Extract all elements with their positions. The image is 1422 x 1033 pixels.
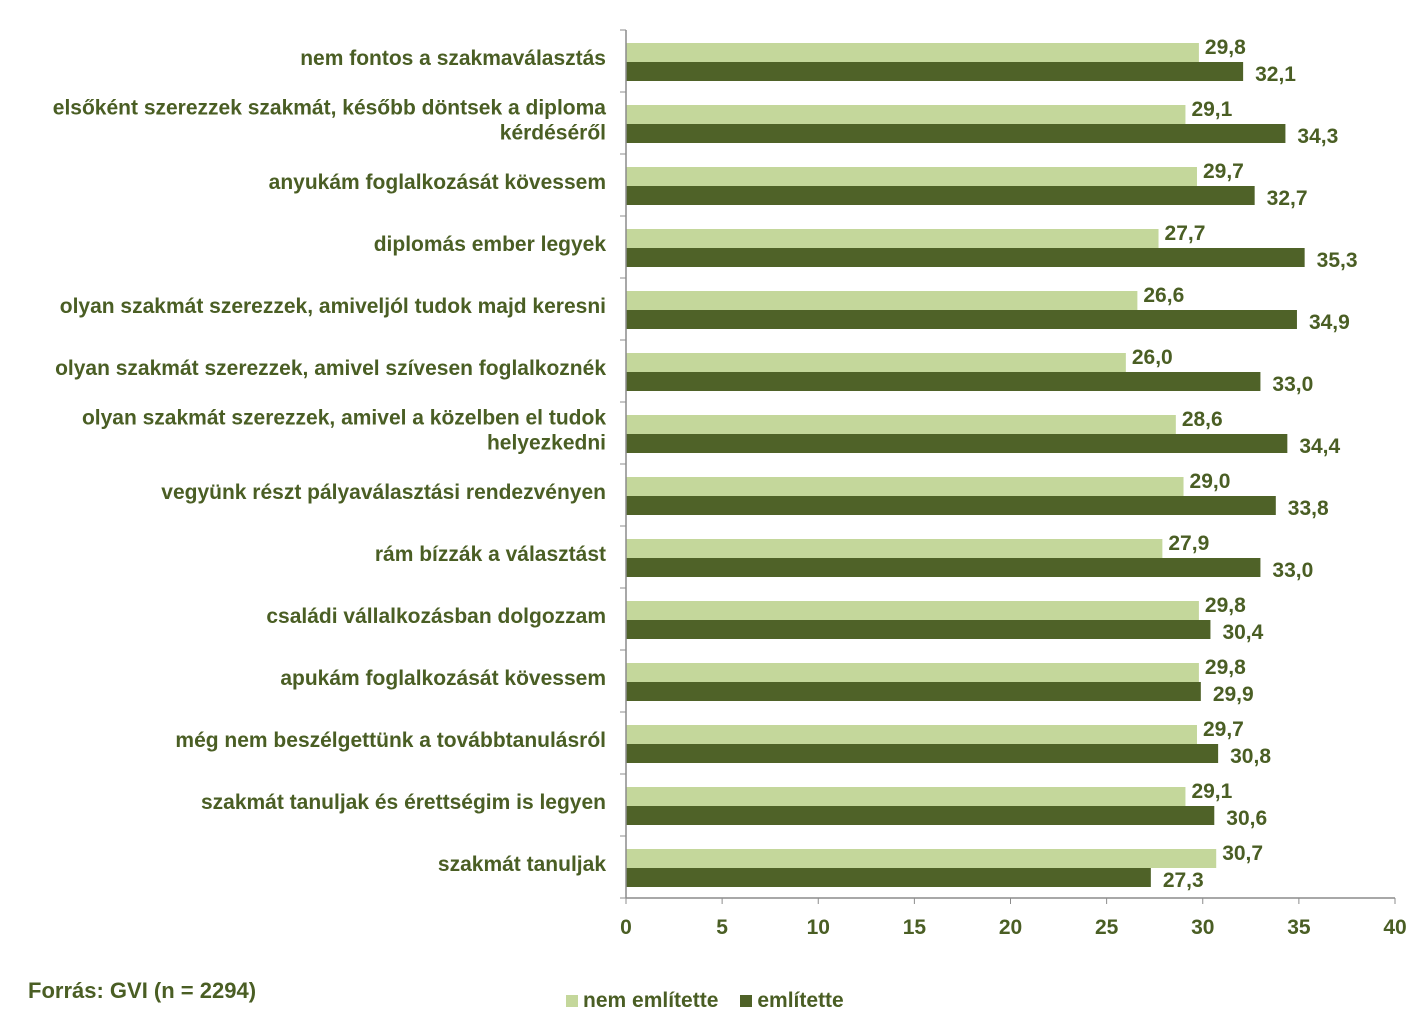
data-label: 29,9 (1213, 683, 1254, 706)
bar-nem-emlitette (626, 167, 1197, 186)
x-tick-label: 15 (903, 916, 927, 939)
x-tick-label: 30 (1191, 916, 1214, 939)
legend-item-emlitette: említette (740, 989, 844, 1013)
bar-nem-emlitette (626, 539, 1163, 558)
data-label: 30,7 (1222, 842, 1263, 865)
bar-nem-emlitette (626, 787, 1186, 806)
category-label: anyukám foglalkozását kövessem (269, 171, 606, 194)
data-label: 29,7 (1203, 160, 1244, 183)
bar-emlitette (626, 186, 1255, 205)
bar-nem-emlitette (626, 353, 1126, 372)
legend-swatch-emlitette (740, 995, 753, 1007)
data-label: 30,4 (1222, 621, 1263, 644)
category-label: olyan szakmát szerezzek, amivel a közelb… (82, 407, 606, 430)
legend-swatch-nem-emlitette (566, 995, 578, 1007)
data-label: 28,6 (1182, 408, 1223, 431)
category-label: kérdéséről (500, 122, 606, 145)
data-label: 32,7 (1267, 187, 1308, 210)
category-label: olyan szakmát szerezzek, amiveljól tudok… (60, 295, 606, 318)
data-label: 29,8 (1205, 36, 1246, 59)
bar-emlitette (626, 310, 1297, 329)
category-label: elsőként szerezzek szakmát, később dönts… (53, 97, 607, 120)
data-label: 35,3 (1317, 249, 1358, 272)
bar-nem-emlitette (626, 415, 1176, 434)
data-label: 29,7 (1203, 718, 1244, 741)
data-label: 29,1 (1191, 780, 1232, 803)
bar-nem-emlitette (626, 291, 1138, 310)
category-label: szakmát tanuljak és érettségim is legyen (201, 791, 606, 814)
bar-emlitette (626, 496, 1276, 515)
x-tick-label: 40 (1383, 916, 1406, 939)
category-label: vegyünk részt pályaválasztási rendezvény… (161, 481, 606, 504)
bar-emlitette (626, 124, 1286, 143)
x-tick-label: 20 (999, 916, 1022, 939)
data-label: 34,3 (1297, 125, 1338, 148)
category-label: szakmát tanuljak (438, 853, 606, 876)
category-label: rám bízzák a választást (375, 543, 606, 566)
data-label: 33,0 (1272, 373, 1313, 396)
bar-emlitette (626, 806, 1215, 825)
data-label: 29,8 (1205, 594, 1246, 617)
legend-item-nem-emlitette: nem említette (566, 989, 718, 1013)
data-label: 34,9 (1309, 311, 1350, 334)
data-label: 33,8 (1288, 497, 1329, 520)
data-label: 27,7 (1165, 222, 1206, 245)
category-label: apukám foglalkozását kövessem (280, 667, 606, 690)
category-label: még nem beszélgettünk a továbbtanulásról (175, 729, 606, 752)
bar-emlitette (626, 620, 1211, 639)
bar-emlitette (626, 62, 1244, 81)
bar-nem-emlitette (626, 849, 1217, 868)
source-note: Forrás: GVI (n = 2294) (28, 978, 257, 1003)
bar-nem-emlitette (626, 43, 1199, 62)
category-label: nem fontos a szakmaválasztás (300, 47, 606, 70)
data-label: 34,4 (1299, 435, 1340, 458)
legend: nem említette említette (566, 989, 866, 1013)
x-tick-label: 35 (1287, 916, 1311, 939)
data-label: 30,6 (1226, 807, 1267, 830)
bar-emlitette (626, 682, 1201, 701)
data-label: 30,8 (1230, 745, 1271, 768)
x-tick-label: 25 (1095, 916, 1119, 939)
data-label: 29,0 (1190, 470, 1231, 493)
data-label: 27,9 (1168, 532, 1209, 555)
x-tick-label: 5 (716, 916, 728, 939)
data-label: 26,6 (1143, 284, 1184, 307)
data-label: 29,8 (1205, 656, 1246, 679)
bar-nem-emlitette (626, 477, 1184, 496)
bar-emlitette (626, 434, 1288, 453)
legend-label-nem-emlitette: nem említette (583, 989, 719, 1012)
data-label: 32,1 (1255, 63, 1296, 86)
x-tick-label: 0 (620, 916, 632, 939)
x-tick-label: 10 (807, 916, 830, 939)
bar-nem-emlitette (626, 229, 1159, 248)
bar-emlitette (626, 868, 1151, 887)
data-label: 29,1 (1191, 98, 1232, 121)
category-label: diplomás ember legyek (374, 233, 607, 256)
data-label: 33,0 (1272, 559, 1313, 582)
bar-nem-emlitette (626, 601, 1199, 620)
bar-nem-emlitette (626, 725, 1197, 744)
bar-emlitette (626, 744, 1219, 763)
bar-nem-emlitette (626, 663, 1199, 682)
bar-emlitette (626, 372, 1261, 391)
bar-emlitette (626, 248, 1305, 267)
bar-emlitette (626, 558, 1261, 577)
category-label: helyezkedni (487, 432, 606, 455)
category-label: családi vállalkozásban dolgozzam (266, 605, 606, 628)
data-label: 27,3 (1163, 869, 1204, 892)
category-label: olyan szakmát szerezzek, amivel szívesen… (55, 357, 606, 380)
data-label: 26,0 (1132, 346, 1173, 369)
bar-nem-emlitette (626, 105, 1186, 124)
legend-label-emlitette: említette (757, 989, 844, 1012)
